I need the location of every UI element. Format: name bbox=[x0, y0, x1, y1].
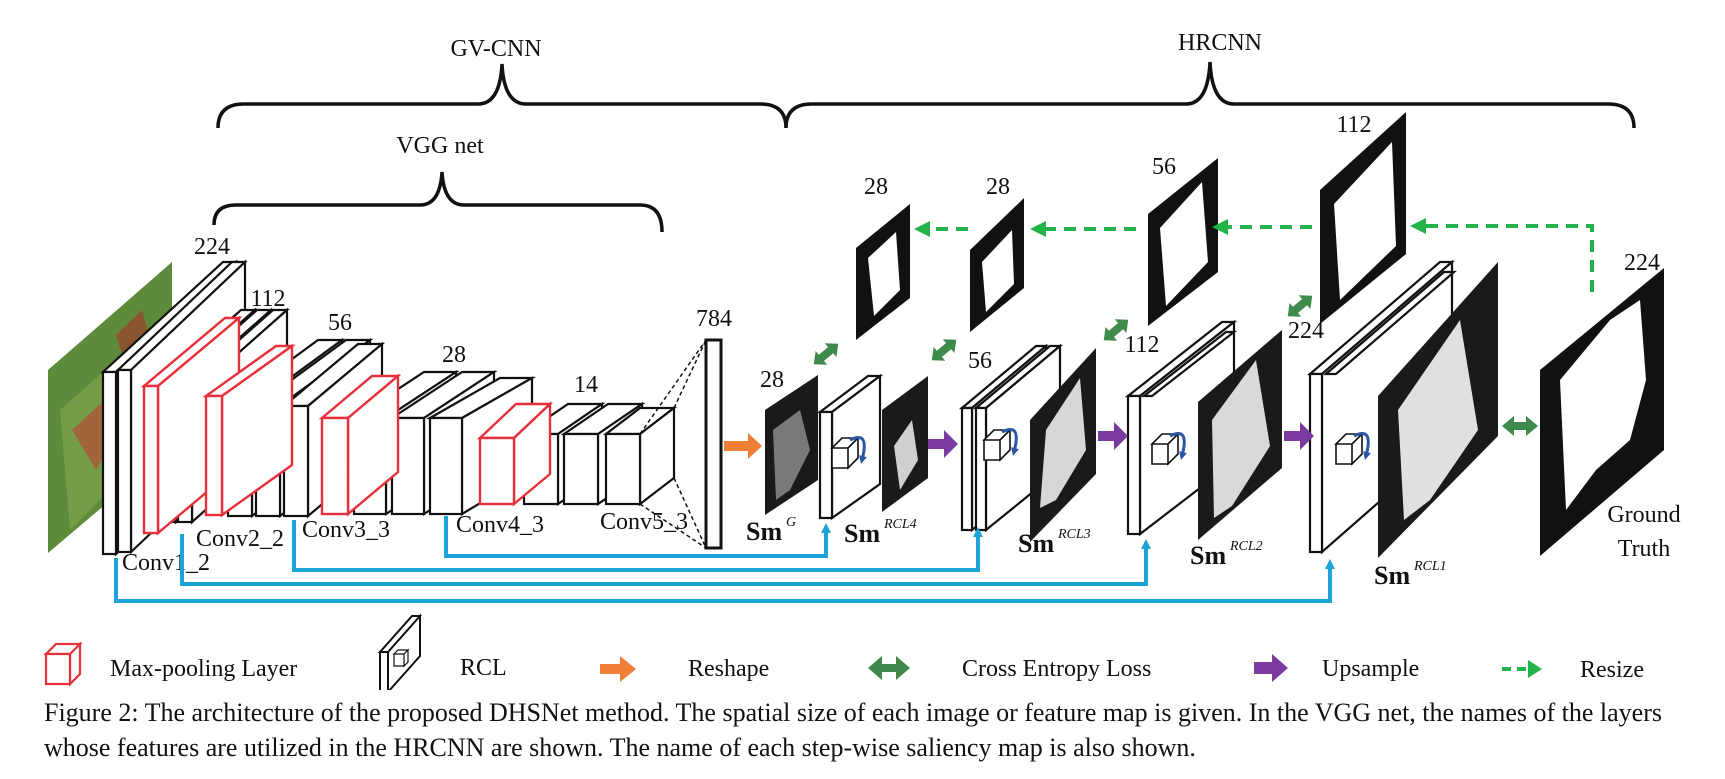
sm-rcl1-label: Sm RCL1 bbox=[1374, 559, 1447, 590]
size-56: 56 bbox=[328, 310, 352, 336]
svg-text:Sm: Sm bbox=[746, 517, 782, 546]
vgg-net-label: VGG net bbox=[396, 133, 484, 159]
legend-reshape-label: Reshape bbox=[688, 656, 769, 682]
size-224: 224 bbox=[194, 234, 230, 260]
gv-cnn-hrcnn-brackets bbox=[212, 61, 1636, 233]
gv-cnn-label: GV-CNN bbox=[450, 36, 541, 62]
rcl-size-56: 56 bbox=[968, 348, 992, 374]
rcl4-output-map bbox=[882, 376, 928, 512]
top-size-28a: 28 bbox=[864, 174, 888, 200]
sm-rcl2-label: Sm RCL2 bbox=[1190, 539, 1263, 570]
svg-text:Sm: Sm bbox=[1374, 561, 1410, 590]
size-28: 28 bbox=[442, 342, 466, 368]
legend-cross-entropy-label: Cross Entropy Loss bbox=[962, 656, 1151, 682]
svg-text:RCL2: RCL2 bbox=[1229, 539, 1263, 554]
ground-truth-map bbox=[1540, 268, 1664, 556]
svg-text:G: G bbox=[786, 515, 796, 530]
rcl-recurrent-arrows bbox=[849, 428, 1371, 464]
svg-text:Sm: Sm bbox=[844, 519, 880, 548]
legend-maxpool-label: Max-pooling Layer bbox=[110, 656, 297, 682]
conv5-3-label: Conv5_3 bbox=[600, 509, 688, 535]
legend-reshape-icon bbox=[600, 656, 636, 682]
sm-rcl4-label: Sm RCL4 bbox=[844, 517, 917, 548]
reshape-arrow bbox=[724, 433, 762, 459]
conv5-block bbox=[520, 401, 678, 507]
rcl-size-112: 112 bbox=[1124, 332, 1159, 358]
gt-size-224: 224 bbox=[1624, 250, 1660, 276]
rcl2-module bbox=[1124, 319, 1238, 537]
rcl4-module bbox=[816, 373, 884, 521]
conv1-2-label: Conv1_2 bbox=[122, 550, 210, 576]
legend-rcl-icon bbox=[377, 613, 423, 690]
sm-rcl3-label: Sm RCL3 bbox=[1018, 527, 1091, 558]
figure-caption: Figure 2: The architecture of the propos… bbox=[44, 698, 1662, 762]
legend: Max-pooling Layer RCL Reshape Cross Entr… bbox=[43, 613, 1644, 690]
legend-resize-label: Resize bbox=[1580, 657, 1644, 683]
skip-connections bbox=[114, 516, 1335, 603]
legend-upsample-label: Upsample bbox=[1322, 656, 1419, 682]
rcl-cube-icons bbox=[830, 428, 1364, 470]
svg-text:RCL1: RCL1 bbox=[1413, 559, 1447, 574]
hrcnn-label: HRCNN bbox=[1178, 30, 1262, 56]
conv3-3-label: Conv3_3 bbox=[302, 517, 390, 543]
svg-text:RCL4: RCL4 bbox=[883, 517, 917, 532]
size-14: 14 bbox=[574, 372, 598, 398]
ground-truth-label-2: Truth bbox=[1618, 536, 1670, 562]
svg-text:Sm: Sm bbox=[1190, 541, 1226, 570]
legend-cross-entropy-icon bbox=[868, 656, 910, 680]
top-size-112: 112 bbox=[1336, 112, 1371, 138]
legend-resize-icon bbox=[1502, 660, 1542, 678]
size-784: 784 bbox=[696, 306, 732, 332]
top-map-112 bbox=[1320, 112, 1406, 324]
rcl-size-28: 28 bbox=[760, 367, 784, 393]
svg-text:RCL3: RCL3 bbox=[1057, 527, 1091, 542]
architecture-diagram: GV-CNN HRCNN VGG net bbox=[43, 30, 1681, 690]
rcl2-output-map bbox=[1198, 330, 1282, 540]
resize-arrows bbox=[914, 218, 1594, 292]
size-112: 112 bbox=[250, 286, 285, 312]
top-size-28b: 28 bbox=[986, 174, 1010, 200]
top-map-28a bbox=[856, 204, 910, 340]
maxpool-layers bbox=[140, 315, 554, 536]
rcl3-output-map bbox=[1030, 348, 1096, 542]
ground-truth-label-1: Ground bbox=[1607, 502, 1680, 528]
rcl-size-224: 224 bbox=[1288, 318, 1324, 344]
cross-entropy-arrows bbox=[813, 295, 1538, 436]
conv4-3-label: Conv4_3 bbox=[456, 512, 544, 538]
legend-rcl-label: RCL bbox=[460, 655, 507, 681]
rcl1-output-map bbox=[1378, 262, 1498, 558]
svg-text:Sm: Sm bbox=[1018, 529, 1054, 558]
top-map-28b bbox=[970, 198, 1024, 332]
conv2-2-label: Conv2_2 bbox=[196, 526, 284, 552]
legend-upsample-icon bbox=[1254, 654, 1288, 682]
top-size-56: 56 bbox=[1152, 154, 1176, 180]
upsample-arrows bbox=[928, 422, 1314, 458]
top-map-56 bbox=[1148, 158, 1218, 326]
sm-g-map bbox=[765, 375, 818, 515]
sm-g-label: Sm G bbox=[746, 515, 796, 546]
legend-maxpool-icon bbox=[43, 641, 83, 687]
fc-784-vector bbox=[639, 338, 723, 550]
